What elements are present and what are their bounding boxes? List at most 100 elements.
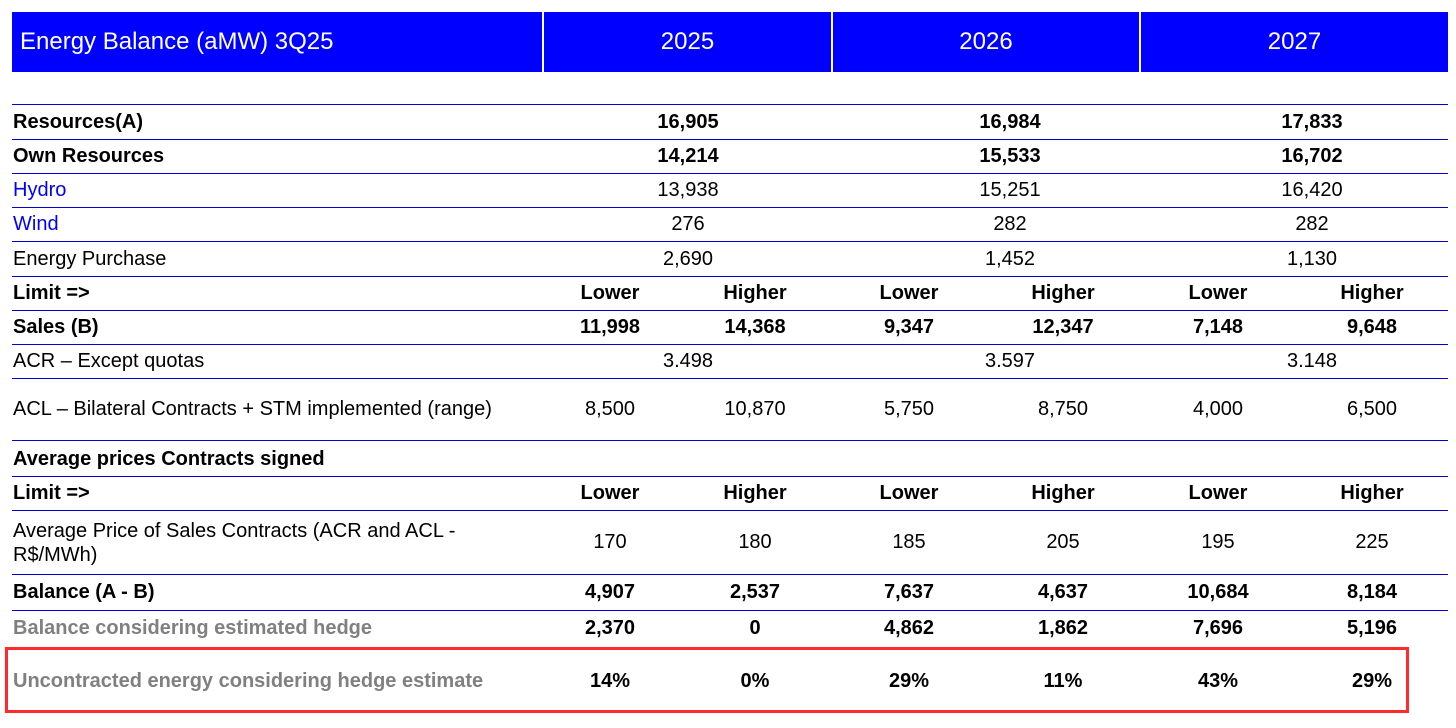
- cell-2027-higher: 225: [1355, 531, 1389, 553]
- cell-2026-higher: Higher: [1031, 482, 1095, 504]
- cell-2025-lower: 8,500: [584, 398, 636, 420]
- table-row-sales: Sales (B) 11,998 14,368 9,347 12,347 7,1…: [12, 311, 1448, 344]
- row-divider: [12, 344, 1448, 345]
- table-row-resources: Resources(A) 16,905 16,984 17,833: [12, 106, 1448, 139]
- row-divider: [12, 207, 1448, 208]
- cell-2026: 3.597: [984, 350, 1036, 372]
- cell-2026: 1,452: [984, 247, 1036, 270]
- cell-2026-lower: 185: [892, 531, 926, 553]
- table-row-balance-hedge: Balance considering estimated hedge 2,37…: [12, 611, 1448, 646]
- table-title: Energy Balance (aMW) 3Q25: [12, 12, 542, 72]
- cell-2027-higher: 6,500: [1346, 398, 1398, 420]
- cell-2027: 1,130: [1286, 247, 1338, 270]
- cell-2027: 3.148: [1286, 350, 1338, 372]
- cell-2026-higher: 11%: [1043, 669, 1083, 692]
- table-row-acr: ACR – Except quotas 3.498 3.597 3.148: [12, 345, 1448, 378]
- row-divider: [12, 378, 1448, 379]
- cell-2027: 16,702: [1281, 145, 1343, 167]
- row-label: ACR – Except quotas: [13, 350, 205, 372]
- row-divider: [12, 476, 1448, 477]
- row-divider: [12, 574, 1448, 575]
- year-header-2026: 2026: [833, 12, 1139, 72]
- cell-2027-lower: 7,148: [1192, 316, 1244, 338]
- cell-2027-lower: 195: [1201, 531, 1235, 553]
- highlight-box: [5, 647, 1409, 713]
- row-divider: [12, 173, 1448, 174]
- cell-2027-higher: 29%: [1351, 669, 1393, 692]
- cell-2027: 16,420: [1281, 179, 1343, 201]
- cell-2026-higher: 1,862: [1037, 617, 1089, 639]
- table-row-hydro: Hydro 13,938 15,251 16,420: [12, 174, 1448, 207]
- row-label: ACL – Bilateral Contracts + STM implemen…: [13, 398, 492, 420]
- cell-2026-lower: 4,862: [883, 617, 935, 639]
- cell-2027-lower: 10,684: [1187, 581, 1249, 603]
- table-row-average-price: Average Price of Sales Contracts (ACR an…: [12, 511, 1448, 574]
- cell-2027: 282: [1295, 213, 1329, 235]
- row-label: Limit =>: [13, 482, 90, 504]
- cell-2026-higher: 12,347: [1032, 316, 1094, 338]
- cell-2027-lower: Lower: [1188, 482, 1248, 504]
- cell-2027-higher: 9,648: [1346, 316, 1398, 338]
- row-label: Resources(A): [13, 111, 144, 133]
- table-row-acl: ACL – Bilateral Contracts + STM implemen…: [12, 379, 1448, 440]
- cell-2026-lower: Lower: [879, 482, 939, 504]
- cell-2026-higher: 205: [1046, 531, 1080, 553]
- row-divider: [12, 510, 1448, 511]
- cell-2025-higher: Higher: [723, 282, 787, 304]
- row-label: Hydro: [13, 179, 67, 201]
- cell-2027-lower: 7,696: [1192, 617, 1244, 639]
- cell-2025: 276: [671, 213, 705, 235]
- cell-2025-lower: 170: [593, 531, 627, 553]
- row-divider: [12, 310, 1448, 311]
- row-label: Own Resources: [13, 145, 165, 167]
- cell-2027-higher: 8,184: [1346, 581, 1398, 603]
- cell-2026-lower: Lower: [879, 282, 939, 304]
- cell-2025-higher: Higher: [723, 482, 787, 504]
- table-row-own-resources: Own Resources 14,214 15,533 16,702: [12, 140, 1448, 173]
- cell-2026-higher: Higher: [1031, 282, 1095, 304]
- cell-2026: 282: [993, 213, 1027, 235]
- cell-2026: 15,533: [979, 145, 1041, 167]
- cell-2025: 14,214: [657, 145, 719, 167]
- row-divider: [12, 241, 1448, 242]
- cell-2027: 17,833: [1281, 111, 1343, 133]
- row-label: Balance considering estimated hedge: [13, 617, 372, 639]
- year-header-2025: 2025: [544, 12, 831, 72]
- table-row-energy-purchase: Energy Purchase 2,690 1,452 1,130: [12, 242, 1448, 276]
- cell-2025-higher: 0: [749, 617, 761, 639]
- row-divider: [12, 104, 1448, 105]
- row-divider: [12, 276, 1448, 277]
- row-label: Average prices Contracts signed: [13, 447, 325, 470]
- table-row-uncontracted: Uncontracted energy considering hedge es…: [12, 650, 1448, 712]
- cell-2026-lower: 29%: [888, 669, 930, 692]
- cell-2025-lower: 2,370: [584, 617, 636, 639]
- table-row-limit: Limit => Lower Higher Lower Higher Lower…: [12, 277, 1448, 310]
- row-label: Limit =>: [13, 282, 90, 304]
- cell-2026: 16,984: [979, 111, 1041, 133]
- section-header-average-prices: Average prices Contracts signed: [12, 442, 1448, 476]
- row-label: Uncontracted energy considering hedge es…: [13, 669, 484, 692]
- row-divider: [12, 610, 1448, 611]
- cell-2026-lower: 9,347: [883, 316, 935, 338]
- cell-2026-lower: 5,750: [883, 398, 935, 420]
- row-label: Energy Purchase: [13, 247, 167, 270]
- cell-2027-lower: Lower: [1188, 282, 1248, 304]
- cell-2027-higher: Higher: [1340, 482, 1404, 504]
- cell-2025-higher: 14,368: [724, 316, 786, 338]
- cell-2025-higher: 2,537: [729, 581, 781, 603]
- cell-2025-lower: Lower: [580, 482, 640, 504]
- cell-2026-lower: 7,637: [883, 581, 935, 603]
- cell-2027-higher: 5,196: [1346, 617, 1398, 639]
- cell-2025: 2,690: [662, 247, 714, 270]
- row-label: Wind: [13, 213, 59, 235]
- table-row-balance: Balance (A - B) 4,907 2,537 7,637 4,637 …: [12, 575, 1448, 610]
- cell-2025: 13,938: [657, 179, 719, 201]
- cell-2026-higher: 8,750: [1037, 398, 1089, 420]
- row-label: Sales (B): [13, 316, 99, 338]
- cell-2025-lower: 11,998: [579, 316, 641, 338]
- cell-2025: 3.498: [662, 350, 714, 372]
- cell-2025-lower: 14%: [589, 669, 631, 692]
- cell-2025-higher: 180: [738, 531, 772, 553]
- cell-2027-lower: 4,000: [1192, 398, 1244, 420]
- row-divider: [12, 440, 1448, 441]
